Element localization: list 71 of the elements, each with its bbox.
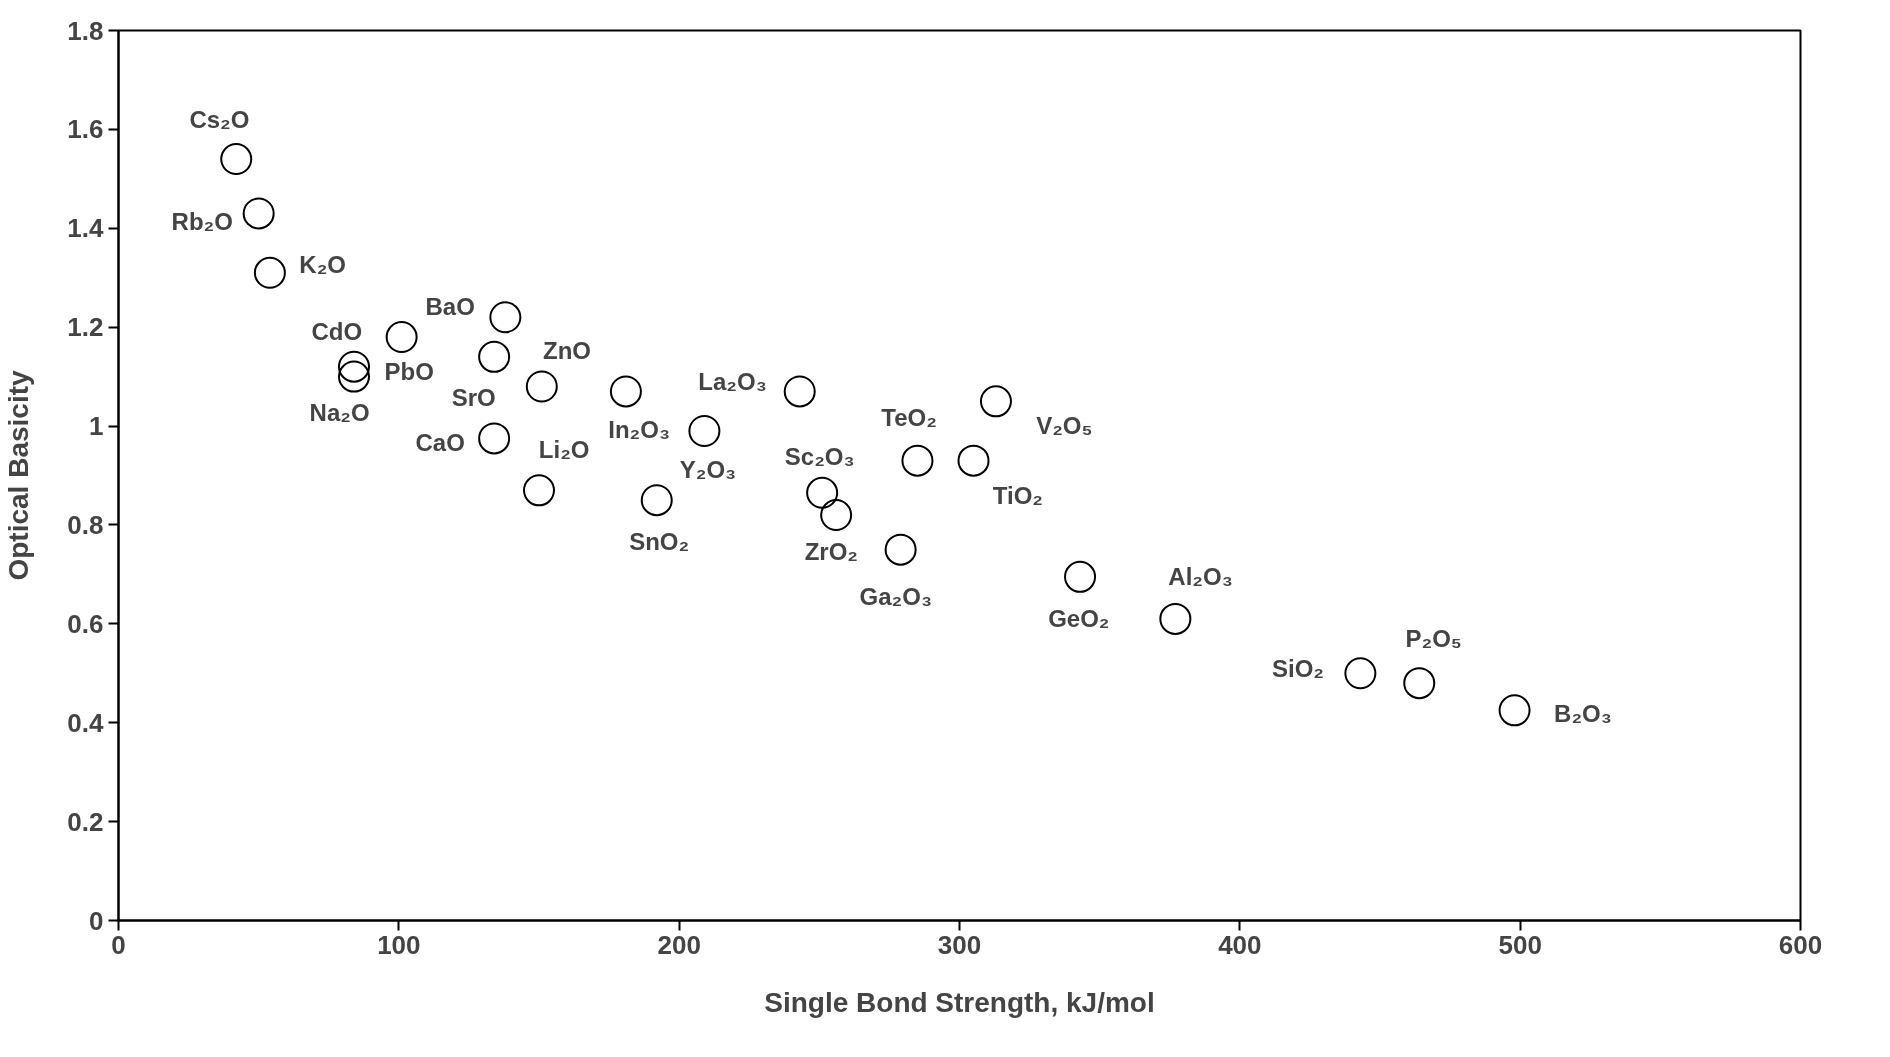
y-axis-title: Optical Basicity [3,370,35,581]
point [253,256,286,289]
point [609,375,642,408]
point [478,422,511,455]
y-tick-label: 0.6 [67,608,104,639]
y-tick-label: 0.4 [67,707,105,738]
point [688,415,721,447]
point [1498,694,1531,727]
point [1403,667,1436,700]
annotation: Ga₂O₃ [859,582,933,610]
point [884,533,917,566]
annotation: BaO [425,292,475,320]
point [1159,602,1192,635]
point [220,143,253,176]
annotation: TeO₂ [881,403,937,431]
annotation: GeO₂ [1048,605,1110,633]
point [901,444,934,477]
point [478,340,511,373]
annotation: V₂O₅ [1036,411,1093,439]
annotation: Na₂O [309,399,370,427]
point [337,350,370,383]
point [806,476,839,509]
annotation: Sc₂O₃ [784,443,855,471]
x-tick-label: 600 [1778,929,1823,960]
point [1064,560,1097,593]
point [979,385,1012,418]
x-tick-label: 200 [657,929,701,960]
y-tick-label: 1 [89,411,104,442]
point [523,474,555,507]
y-tick-label: 0 [89,905,104,936]
annotation: P₂O₅ [1405,625,1462,653]
y-tick-label: 0.8 [67,509,104,540]
point [489,301,522,334]
point [525,370,558,403]
annotation: In₂O₃ [608,416,670,444]
point [783,375,816,408]
x-axis-title: Single Bond Strength, kJ/mol [764,986,1155,1018]
y-tick-label: 1.4 [67,213,105,244]
point [820,499,853,532]
annotation: SiO₂ [1271,654,1324,682]
point [640,484,673,517]
y-tick-label: 0.2 [67,806,104,837]
annotation: Al₂O₃ [1168,563,1233,591]
annotation: K₂O [299,250,347,278]
annotation: Y₂O₃ [679,455,737,483]
annotation: Rb₂O [171,208,233,236]
annotation: PbO [384,358,434,386]
x-tick-label: 300 [937,929,982,960]
annotation: SnO₂ [629,527,690,555]
x-tick-label: 0 [111,929,126,960]
annotation: CaO [415,428,465,456]
point [957,444,990,477]
point [1344,657,1377,690]
y-tick-label: 1.8 [67,15,104,46]
x-tick-label: 100 [377,929,421,960]
annotation: TiO₂ [992,481,1044,509]
point [242,197,275,230]
y-tick-label: 1.6 [67,114,104,145]
annotation: SrO [451,384,496,412]
annotation: Cs₂O [189,105,250,133]
x-tick-label: 500 [1498,929,1542,960]
y-tick-label: 1.2 [67,312,104,343]
annotation: ZnO [543,337,592,364]
annotation: La₂O₃ [698,368,767,396]
point [337,360,370,393]
point [385,321,418,354]
x-tick-label: 400 [1218,929,1262,960]
annotation: CdO [311,317,363,345]
annotation: B₂O₃ [1554,700,1612,728]
annotation: Li₂O [538,436,590,464]
annotation: ZrO₂ [804,537,859,565]
